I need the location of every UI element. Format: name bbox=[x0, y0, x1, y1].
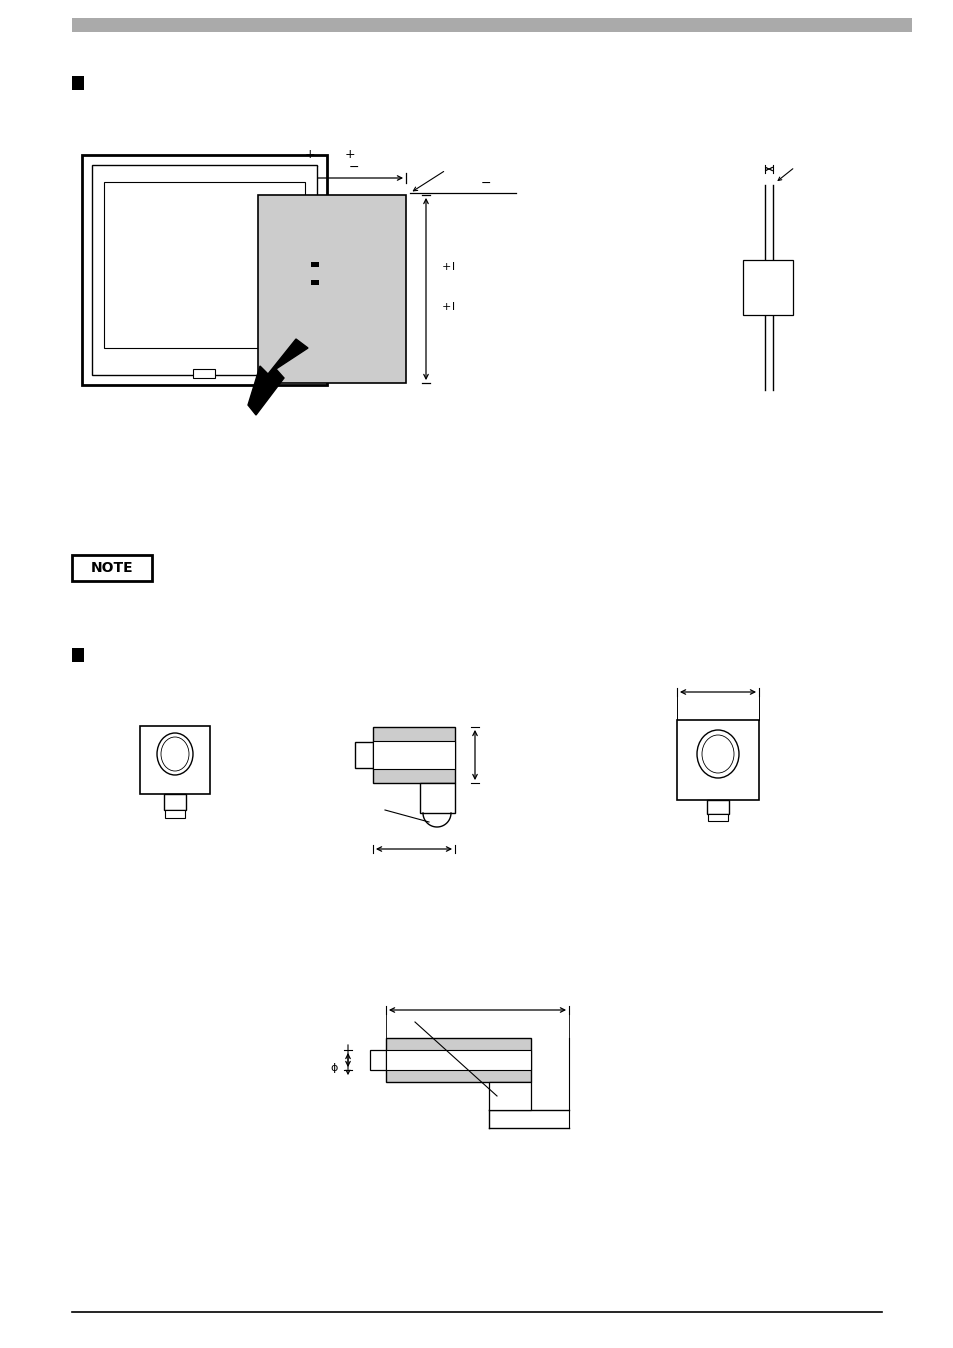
Bar bbox=[373, 727, 455, 783]
Ellipse shape bbox=[161, 737, 189, 771]
Bar bbox=[71, 18, 911, 32]
Bar bbox=[370, 1050, 386, 1070]
Text: +: + bbox=[344, 148, 355, 162]
Text: l: l bbox=[452, 262, 456, 272]
Bar bbox=[419, 783, 455, 813]
Ellipse shape bbox=[701, 735, 733, 772]
Bar bbox=[489, 1082, 531, 1109]
Bar bbox=[742, 260, 792, 315]
Bar bbox=[104, 182, 305, 348]
Ellipse shape bbox=[697, 731, 739, 778]
Text: NOTE: NOTE bbox=[91, 561, 133, 576]
Bar bbox=[82, 155, 327, 386]
Bar bbox=[386, 1038, 531, 1082]
Bar bbox=[193, 369, 214, 377]
Text: +: + bbox=[441, 262, 450, 272]
Text: +: + bbox=[441, 302, 450, 311]
Bar bbox=[707, 814, 727, 821]
Bar bbox=[71, 555, 152, 581]
Bar bbox=[677, 720, 759, 799]
Ellipse shape bbox=[157, 733, 193, 775]
Bar bbox=[355, 741, 373, 768]
Bar bbox=[257, 195, 406, 383]
Bar bbox=[164, 794, 186, 810]
Text: −: − bbox=[349, 160, 359, 174]
Bar bbox=[311, 280, 318, 284]
Bar bbox=[140, 727, 210, 794]
Bar bbox=[706, 799, 728, 814]
Bar bbox=[386, 1050, 531, 1070]
Bar bbox=[91, 164, 316, 375]
Text: l: l bbox=[452, 302, 456, 311]
Bar bbox=[373, 741, 455, 768]
Text: −: − bbox=[480, 177, 491, 190]
Bar bbox=[311, 262, 318, 267]
Polygon shape bbox=[248, 338, 308, 415]
Text: +: + bbox=[304, 148, 315, 162]
Bar bbox=[71, 648, 84, 662]
Bar bbox=[71, 75, 84, 90]
Bar bbox=[165, 810, 185, 818]
Text: ϕ: ϕ bbox=[330, 1064, 337, 1073]
Text: −: − bbox=[309, 160, 319, 174]
